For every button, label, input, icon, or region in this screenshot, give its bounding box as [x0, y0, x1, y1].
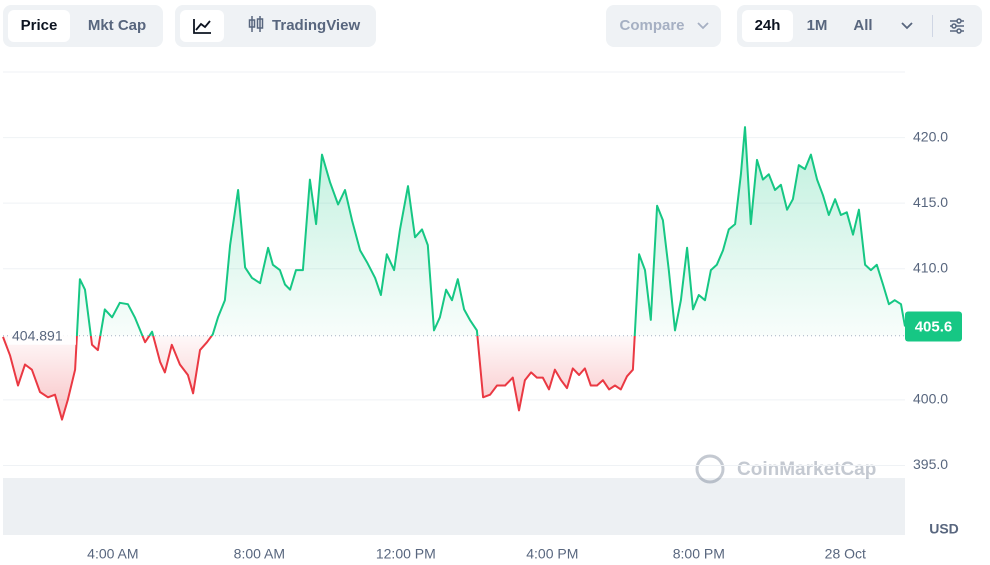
y-tick-label: 395.0	[913, 456, 948, 472]
x-tick-label: 12:00 PM	[376, 546, 436, 562]
y-tick-label: 420.0	[913, 128, 948, 144]
trading-view-label: TradingView	[272, 17, 361, 34]
volume-band	[3, 478, 905, 535]
settings-icon[interactable]	[948, 17, 966, 35]
x-tick-label: 28 Oct	[825, 546, 866, 562]
price-button[interactable]: Price	[8, 10, 70, 42]
trading-view-button[interactable]: TradingView	[235, 10, 371, 42]
y-tick-label: 415.0	[913, 194, 948, 210]
y-tick-label: 400.0	[913, 391, 948, 407]
x-tick-label: 4:00 PM	[526, 546, 578, 562]
range-button[interactable]: All	[853, 17, 873, 34]
chevron	[697, 22, 709, 30]
x-tick-label: 8:00 AM	[234, 546, 285, 562]
watermark-text: CoinMarketCap	[737, 459, 876, 480]
line-icon	[193, 19, 211, 34]
baseline-label: 404.891	[12, 327, 63, 343]
candle-icon	[248, 16, 264, 32]
baseline-label-bg	[8, 324, 76, 345]
current-price: 405.6	[915, 318, 953, 335]
range-button[interactable]: 24h	[742, 10, 793, 42]
x-tick-label: 4:00 AM	[87, 546, 138, 562]
price-line	[2, 126, 906, 421]
watermark: CoinMarketCap	[695, 454, 876, 484]
compare-label: Compare	[619, 17, 685, 34]
compare-dropdown[interactable]: Compare	[606, 5, 721, 47]
y-tick-label: 410.0	[913, 259, 948, 275]
chart-type-toggle: TradingView	[175, 5, 376, 47]
view-toggle: Price Mkt Cap	[3, 5, 163, 47]
range-toggle: 24h 1M All	[737, 5, 982, 47]
range-button[interactable]: 1M	[806, 17, 828, 34]
x-tick-label: 8:00 PM	[673, 546, 725, 562]
more-chevron[interactable]	[900, 20, 914, 32]
line-chart-button[interactable]	[180, 10, 224, 42]
current-price-tag	[905, 311, 962, 342]
y-axis-unit: USD	[929, 521, 959, 537]
mkt-cap-button[interactable]: Mkt Cap	[87, 17, 147, 34]
area-fill	[3, 127, 905, 420]
divider	[932, 15, 933, 37]
chart: USD CoinMarketCap 395.0 400.0 410.0 415.0 42…	[2, 71, 962, 562]
